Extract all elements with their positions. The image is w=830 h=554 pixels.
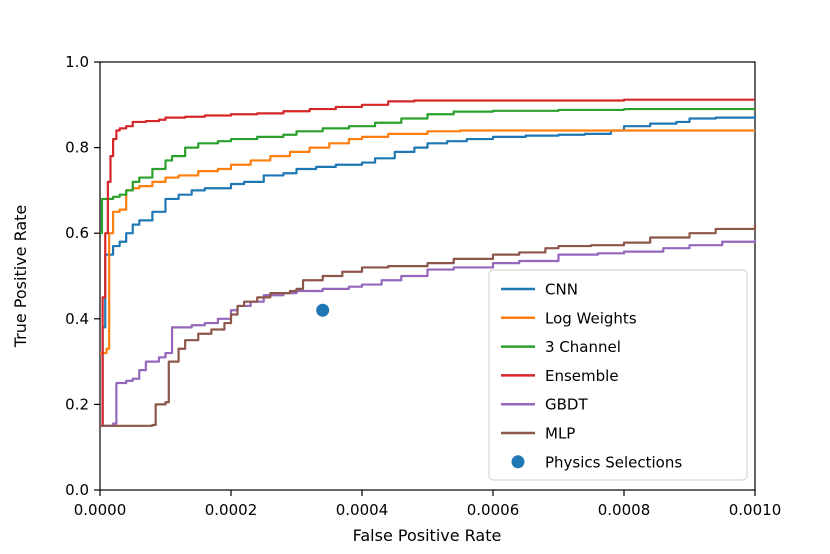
legend-label-gbdt: GBDT: [545, 396, 588, 414]
plot-frame: [99, 61, 756, 491]
series-line-log-weights: [100, 129, 755, 355]
series-lines: [100, 98, 757, 427]
legend-box: [488, 269, 748, 481]
legend-label-3-channel: 3 Channel: [545, 338, 621, 356]
series-line-mlp: [100, 224, 757, 427]
axis-ticks: 0.0000 0.0002 0.0004 0.0006 0.0008 0.0010 0.0 0…: [65, 53, 781, 519]
legend-label-log-weights: Log Weights: [545, 309, 637, 327]
x-tick-label: 0.0004: [336, 501, 389, 519]
x-tick-label: 0.0002: [205, 501, 258, 519]
x-tick-label: 0.0010: [729, 501, 782, 519]
legend-swatch-physics-selections: [511, 455, 525, 469]
legend-label-physics-selections: Physics Selections: [545, 453, 682, 471]
legend: CNN Log Weights 3 Channel Ensemble GBDT MLP Ph…: [488, 269, 748, 481]
legend-label-cnn: CNN: [545, 281, 578, 299]
series-line-ensemble: [100, 98, 755, 427]
x-tick-label: 0.0000: [74, 501, 127, 519]
y-tick-label: 0.6: [65, 224, 89, 242]
series-line-3-channel: [100, 107, 755, 235]
legend-label-mlp: MLP: [545, 425, 575, 443]
y-tick-label: 0.8: [65, 139, 89, 157]
x-tick-label: 0.0006: [467, 501, 520, 519]
series-line-cnn: [100, 115, 757, 427]
scatter-point-physics-selections: [316, 303, 330, 317]
x-axis-label: False Positive Rate: [353, 526, 502, 545]
y-tick-label: 0.2: [65, 395, 89, 413]
y-tick-label: 0.4: [65, 310, 89, 328]
scatter-points: [316, 303, 330, 317]
y-tick-label: 1.0: [65, 53, 89, 71]
legend-label-ensemble: Ensemble: [545, 367, 619, 385]
x-tick-label: 0.0008: [598, 501, 651, 519]
y-axis-label: True Positive Rate: [11, 205, 30, 349]
y-tick-label: 0.0: [65, 481, 89, 499]
